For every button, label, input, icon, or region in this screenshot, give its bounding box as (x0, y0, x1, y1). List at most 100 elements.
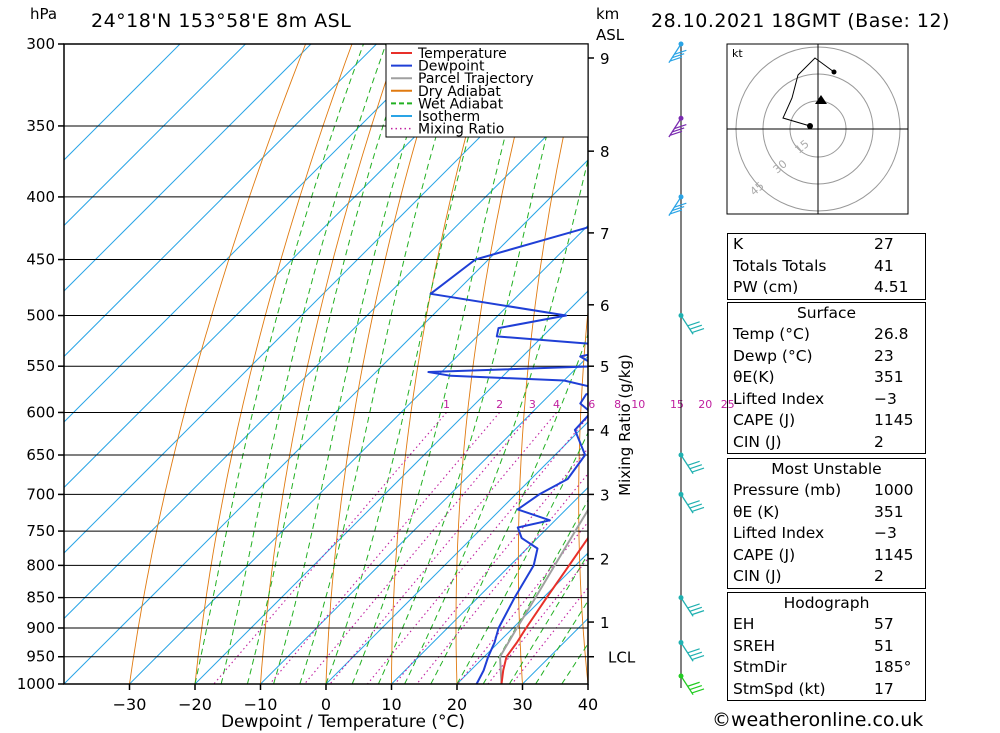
surface-row: CAPE (J) 1145 (733, 411, 914, 429)
temperature-tick-label: −30 (113, 695, 147, 714)
copyright-icon: © (712, 709, 731, 731)
temperature-tick-label: 0 (321, 695, 331, 714)
wind-barb-staff (680, 494, 694, 514)
mixing-ratio-tick-label: 2 (496, 398, 503, 411)
parcel-trajectory-line (499, 508, 588, 684)
wet-adiabat-line (351, 44, 531, 684)
isotherm-line (64, 44, 181, 161)
isotherm-line (64, 93, 588, 620)
wet-adiabat-line (456, 431, 588, 684)
isotherm-line (64, 44, 443, 423)
pressure-tick-label: 300 (26, 35, 55, 53)
isotherm-line (325, 421, 588, 684)
wind-barb-flag (687, 321, 700, 327)
dry-adiabat-line (391, 44, 492, 684)
surface-box: Surface Temp (°C) 26.8 Dewp (°C) 23 θE(K) 3… (727, 302, 926, 454)
temperature-tick-label: 40 (578, 695, 598, 714)
altitude-tick-label: 7 (600, 225, 610, 243)
wind-barb-staff (668, 196, 682, 216)
altitude-tick-label: 2 (600, 551, 610, 569)
wind-barb-flag (691, 610, 705, 616)
wet-adiabat-line (194, 44, 364, 684)
temperature-tick-label: 10 (381, 695, 401, 714)
altitude-tick-label: 6 (600, 297, 610, 315)
wind-barb-flag (691, 467, 705, 473)
storm-motion-marker (815, 95, 827, 104)
dry-adiabat-line (129, 44, 307, 684)
wind-barb-flag (691, 506, 705, 512)
wind-barb-column (668, 41, 705, 696)
wind-barb-flag (689, 651, 703, 657)
mixing-ratio-axis-label: Mixing Ratio (g/kg) (616, 354, 634, 496)
isotherm-line (391, 486, 588, 684)
unstable-row: CAPE (J) 1145 (733, 545, 914, 564)
surface-row: Lifted Index −3 (733, 389, 897, 408)
wind-barb-flag (691, 688, 705, 694)
mixing-ratio-tick-label: 20 (698, 398, 712, 411)
wind-barb-staff (680, 454, 694, 475)
unstable-row: CIN (J) 2 (733, 567, 884, 585)
wet-adiabat-line (220, 44, 387, 684)
isotherm-line (129, 224, 588, 684)
wind-barb-flag (687, 603, 700, 609)
isotherm-line (64, 44, 508, 489)
site-link[interactable]: weatheronline.co.uk (731, 709, 924, 731)
surface-row: Dewp (°C) 23 (733, 346, 894, 365)
altitude-tick-label: 9 (600, 50, 610, 68)
index-row-k: K 27 (733, 235, 894, 253)
altitude-tick-label: 1 (600, 614, 610, 632)
mixing-ratio-tick-label: 15 (670, 398, 684, 411)
wind-barb-flag (674, 124, 687, 130)
pressure-tick-label: 350 (26, 117, 55, 135)
isotherm-line (260, 355, 588, 684)
wind-barb-flag (689, 503, 703, 509)
wind-barb-flag (669, 209, 683, 215)
mixing-ratio-line (329, 412, 557, 684)
legend-label: Isotherm (418, 109, 480, 125)
wind-barb-flag (687, 500, 700, 506)
altitude-tick-label: 8 (600, 143, 610, 161)
pressure-tick-label: 800 (26, 556, 55, 574)
isotherm-line (456, 552, 588, 684)
wind-barb-flag (691, 327, 705, 334)
index-row-pw: PW (cm) 4.51 (733, 278, 909, 296)
wet-adiabat-line (325, 44, 496, 684)
surface-title: Surface (796, 304, 857, 322)
mixing-ratio-tick-label: 3 (529, 398, 536, 411)
legend-label: Dewpoint (418, 59, 485, 75)
pressure-tick-label: 650 (26, 446, 55, 464)
mixing-ratio-tick-label: 8 (614, 398, 621, 411)
mixing-ratio-tick-label: 10 (631, 398, 645, 411)
mixing-ratio-tick-label: 6 (588, 398, 595, 411)
hodograph-end-point (831, 69, 837, 75)
hodo-row: SREH 51 (733, 636, 894, 655)
isotherm-line (64, 44, 377, 358)
wind-barb-flag (691, 655, 705, 661)
unstable-row: Lifted Index −3 (733, 524, 897, 542)
dry-adiabat-line (637, 44, 677, 684)
mixing-ratio-line (457, 521, 588, 684)
altitude-tick-label: 3 (600, 486, 610, 504)
pressure-tick-label: 600 (26, 403, 55, 421)
mixing-ratio-line (269, 412, 501, 684)
dry-adiabat-line (455, 44, 539, 684)
hodograph-start-point (807, 123, 813, 129)
pressure-tick-label: 500 (26, 307, 55, 325)
wind-barb-flag (687, 648, 700, 654)
indices-box: K 27 Totals Totals 41 PW (cm) 4.51 (727, 233, 926, 300)
wind-barb-flag (669, 130, 683, 136)
asl-unit-label: ASL (596, 26, 625, 44)
index-row-totals: Totals Totals 41 (733, 256, 894, 275)
temperature-tick-label: 20 (447, 695, 467, 714)
surface-row: CIN (J) 2 (733, 432, 884, 451)
most-unstable-title: Most Unstable (771, 460, 882, 478)
temperature-tick-label: 30 (512, 695, 532, 714)
footer-credit[interactable]: ©weatheronline.co.uk (712, 709, 923, 731)
mixing-ratio-line (304, 412, 533, 684)
most-unstable-box: Most Unstable Pressure (mb) 1000 θE (K) 35… (727, 458, 926, 589)
wind-barb-staff (680, 315, 694, 335)
dry-adiabat-line (325, 44, 446, 684)
pressure-tick-label: 750 (26, 522, 55, 540)
